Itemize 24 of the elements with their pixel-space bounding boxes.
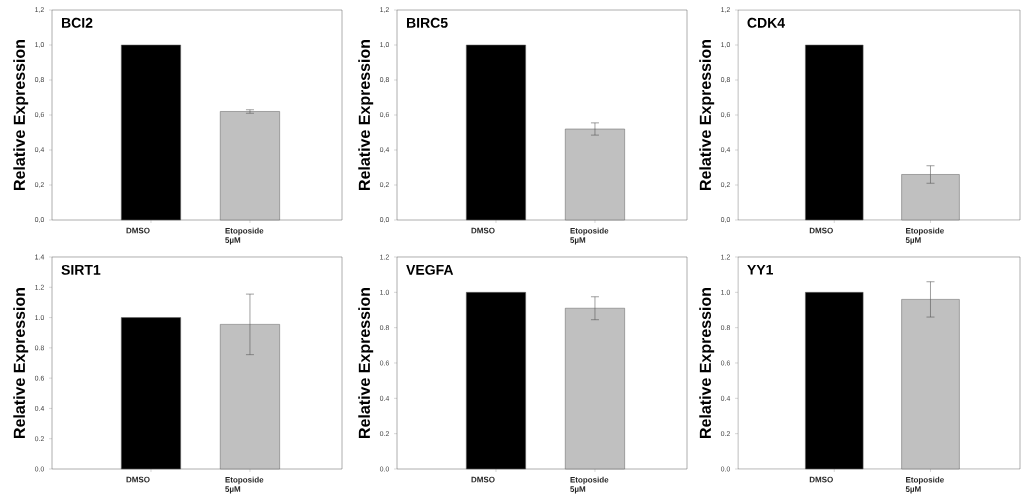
chart-title: CDK4 <box>747 17 785 28</box>
x-tick-label: Etoposide 5µM <box>570 476 609 494</box>
y-axis-title: Relative Expression <box>699 39 715 190</box>
x-tick-label: DMSO <box>126 476 150 483</box>
x-tick-label: Etoposide 5µM <box>570 227 609 245</box>
x-tick-label: Etoposide 5µM <box>225 476 264 494</box>
y-axis-title: Relative Expression <box>358 39 374 190</box>
chart-title: SIRT1 <box>61 264 101 275</box>
x-tick-label: DMSO <box>809 476 833 483</box>
x-tick-label: Etoposide 5µM <box>225 227 264 245</box>
y-axis-title: Relative Expression <box>699 287 715 438</box>
x-tick-label: Etoposide 5µM <box>905 227 944 245</box>
y-axis-title: Relative Expression <box>358 287 374 438</box>
x-tick-label: DMSO <box>809 227 833 234</box>
x-tick-label: DMSO <box>471 476 495 483</box>
y-axis-title: Relative Expression <box>13 287 29 438</box>
chart-title: BCI2 <box>62 17 93 28</box>
chart-title: YY1 <box>747 264 773 275</box>
chart-title: BIRC5 <box>407 17 448 28</box>
x-tick-label: DMSO <box>471 227 495 234</box>
x-tick-label: Etoposide 5µM <box>905 476 944 494</box>
y-axis-title: Relative Expression <box>13 39 29 190</box>
x-tick-label: DMSO <box>126 227 150 234</box>
chart-title: VEGFA <box>406 264 454 275</box>
